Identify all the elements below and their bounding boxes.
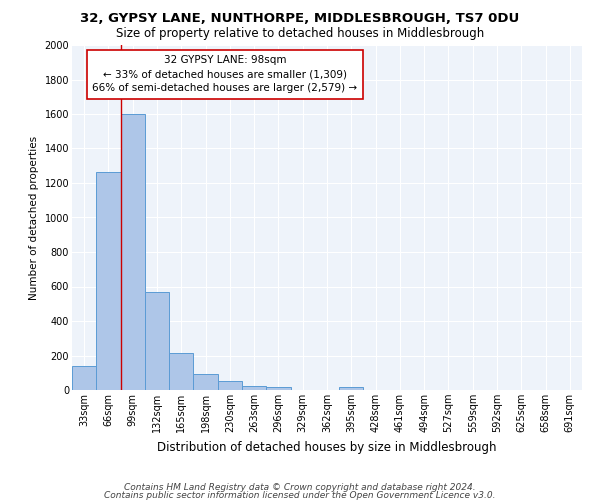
Bar [339, 388, 364, 390]
Bar [193, 374, 218, 390]
Bar [121, 114, 145, 390]
Bar [96, 172, 121, 390]
Bar [242, 386, 266, 390]
Bar [218, 382, 242, 390]
Bar [266, 388, 290, 390]
Text: 32 GYPSY LANE: 98sqm
← 33% of detached houses are smaller (1,309)
66% of semi-de: 32 GYPSY LANE: 98sqm ← 33% of detached h… [92, 56, 358, 94]
Text: Contains HM Land Registry data © Crown copyright and database right 2024.: Contains HM Land Registry data © Crown c… [124, 484, 476, 492]
Y-axis label: Number of detached properties: Number of detached properties [29, 136, 39, 300]
X-axis label: Distribution of detached houses by size in Middlesbrough: Distribution of detached houses by size … [157, 440, 497, 454]
Text: Contains public sector information licensed under the Open Government Licence v3: Contains public sector information licen… [104, 490, 496, 500]
Text: Size of property relative to detached houses in Middlesbrough: Size of property relative to detached ho… [116, 28, 484, 40]
Bar [145, 292, 169, 390]
Bar [72, 366, 96, 390]
Bar [169, 353, 193, 390]
Text: 32, GYPSY LANE, NUNTHORPE, MIDDLESBROUGH, TS7 0DU: 32, GYPSY LANE, NUNTHORPE, MIDDLESBROUGH… [80, 12, 520, 26]
